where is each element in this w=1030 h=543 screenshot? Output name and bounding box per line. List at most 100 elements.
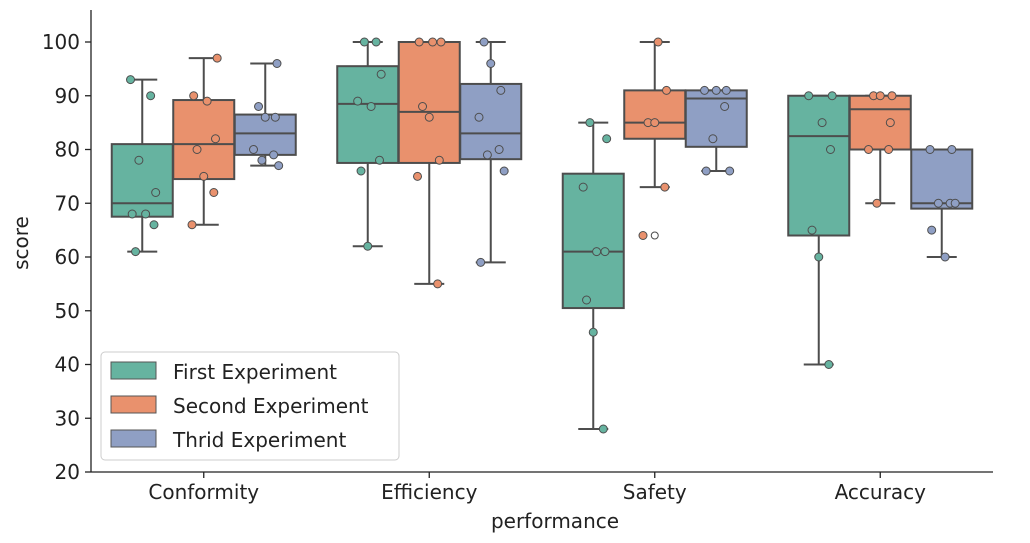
point-efficiency-3-5: [482, 150, 492, 160]
point-accuracy-3-1: [925, 145, 935, 154]
point-conformity-2-7: [187, 220, 197, 230]
point-conformity-1-0: [126, 75, 136, 85]
point-safety-1-3: [592, 247, 602, 257]
point-conformity-1-2: [134, 155, 144, 165]
point-safety-1-5: [582, 295, 592, 305]
point-safety-3-2: [700, 85, 710, 95]
point-safety-3-5: [725, 166, 735, 176]
point-accuracy-2-6: [872, 198, 882, 208]
point-efficiency-2-0: [414, 37, 424, 47]
point-efficiency-2-6: [413, 171, 423, 181]
legend-label-second: Second Experiment: [173, 394, 369, 418]
box-efficiency-2: [397, 41, 461, 164]
point-conformity-2-4: [192, 145, 202, 154]
y-tick-label-70: 70: [55, 191, 80, 215]
box-group-conformity-1: [110, 78, 174, 253]
point-conformity-2-2: [202, 96, 212, 106]
point-efficiency-3-1: [486, 59, 496, 68]
point-efficiency-2-2: [436, 37, 446, 47]
box-conformity-2: [172, 99, 236, 181]
point-efficiency-2-7: [433, 279, 443, 289]
y-tick-label-20: 20: [55, 460, 80, 484]
point-efficiency-3-3: [474, 112, 484, 122]
point-efficiency-1-1: [359, 37, 369, 47]
strip-points: [126, 37, 960, 434]
point-accuracy-3-4: [950, 198, 960, 208]
point-safety-2-5: [638, 231, 648, 240]
box-accuracy-3: [910, 148, 974, 210]
y-axis-title: score: [9, 216, 33, 270]
point-safety-1-0: [585, 118, 595, 128]
point-accuracy-2-4: [864, 145, 874, 154]
point-conformity-1-3: [151, 188, 161, 197]
point-safety-1-2: [578, 182, 588, 192]
x-tick-label-safety: Safety: [623, 480, 687, 504]
point-accuracy-3-0: [947, 145, 957, 154]
legend-label-third: Thrid Experiment: [172, 428, 346, 452]
box-accuracy-1: [787, 94, 851, 237]
point-accuracy-1-0: [827, 91, 837, 101]
box-group-efficiency-2: [397, 41, 461, 285]
point-safety-2-1: [661, 85, 671, 95]
point-conformity-1-6: [149, 220, 159, 230]
y-tick-label-40: 40: [55, 353, 80, 377]
box-group-safety-1: [561, 121, 625, 430]
box-group-safety-2: [623, 41, 687, 240]
boxes: [110, 41, 974, 430]
box-group-efficiency-1: [336, 41, 400, 248]
point-conformity-3-6: [257, 155, 267, 165]
point-efficiency-2-3: [418, 102, 428, 111]
point-safety-1-1: [602, 134, 612, 144]
legend-swatch-first: [110, 361, 157, 380]
point-conformity-3-0: [272, 59, 282, 68]
point-efficiency-3-6: [499, 166, 509, 176]
y-tick-label-80: 80: [55, 138, 80, 162]
y-ticks: 20 30 40 50 60 70 80 90 100: [42, 30, 91, 484]
box-group-accuracy-3: [910, 148, 974, 258]
point-safety-2-4: [660, 182, 670, 192]
y-tick-label-100: 100: [42, 30, 80, 54]
box-safety-1: [561, 172, 625, 310]
box-accuracy-2: [848, 94, 912, 151]
point-accuracy-1-6: [824, 360, 834, 369]
point-accuracy-1-2: [817, 118, 827, 128]
point-accuracy-1-3: [825, 145, 835, 154]
box-group-conformity-2: [172, 57, 236, 226]
legend-label-first: First Experiment: [173, 360, 337, 384]
box-conformity-3: [233, 113, 297, 156]
point-conformity-3-3: [270, 112, 280, 122]
point-safety-2-0: [653, 37, 663, 47]
point-conformity-2-6: [209, 188, 219, 197]
point-accuracy-1-4: [807, 225, 817, 235]
legend-frame: [100, 351, 400, 461]
point-efficiency-3-0: [479, 37, 489, 47]
point-conformity-3-5: [269, 150, 279, 160]
point-efficiency-2-1: [428, 37, 438, 47]
x-tick-label-efficiency: Efficiency: [381, 480, 478, 504]
point-safety-3-1: [721, 85, 731, 95]
legend-swatch-third: [110, 429, 157, 448]
point-safety-2-3: [650, 118, 660, 128]
x-tick-label-conformity: Conformity: [148, 480, 259, 504]
point-efficiency-1-5: [374, 155, 384, 165]
point-conformity-3-4: [249, 145, 259, 154]
point-safety-3-0: [711, 85, 721, 95]
x-ticks: Conformity Efficiency Safety Accuracy: [148, 472, 926, 504]
point-accuracy-3-3: [933, 198, 943, 208]
point-efficiency-1-0: [371, 37, 381, 47]
point-safety-1-4: [600, 247, 610, 257]
point-accuracy-2-5: [884, 145, 894, 154]
point-efficiency-3-4: [494, 145, 504, 154]
x-tick-label-accuracy: Accuracy: [835, 480, 926, 504]
point-conformity-2-5: [199, 171, 209, 181]
box-efficiency-3: [459, 82, 523, 161]
point-efficiency-3-7: [476, 257, 486, 267]
point-safety-3-3: [720, 102, 730, 111]
point-conformity-1-7: [131, 247, 141, 257]
outlier-safety-2-0: [650, 231, 659, 240]
point-accuracy-2-0: [887, 91, 897, 101]
point-efficiency-2-5: [434, 155, 444, 165]
box-group-accuracy-1: [787, 94, 851, 366]
x-axis-title: performance: [491, 509, 619, 533]
